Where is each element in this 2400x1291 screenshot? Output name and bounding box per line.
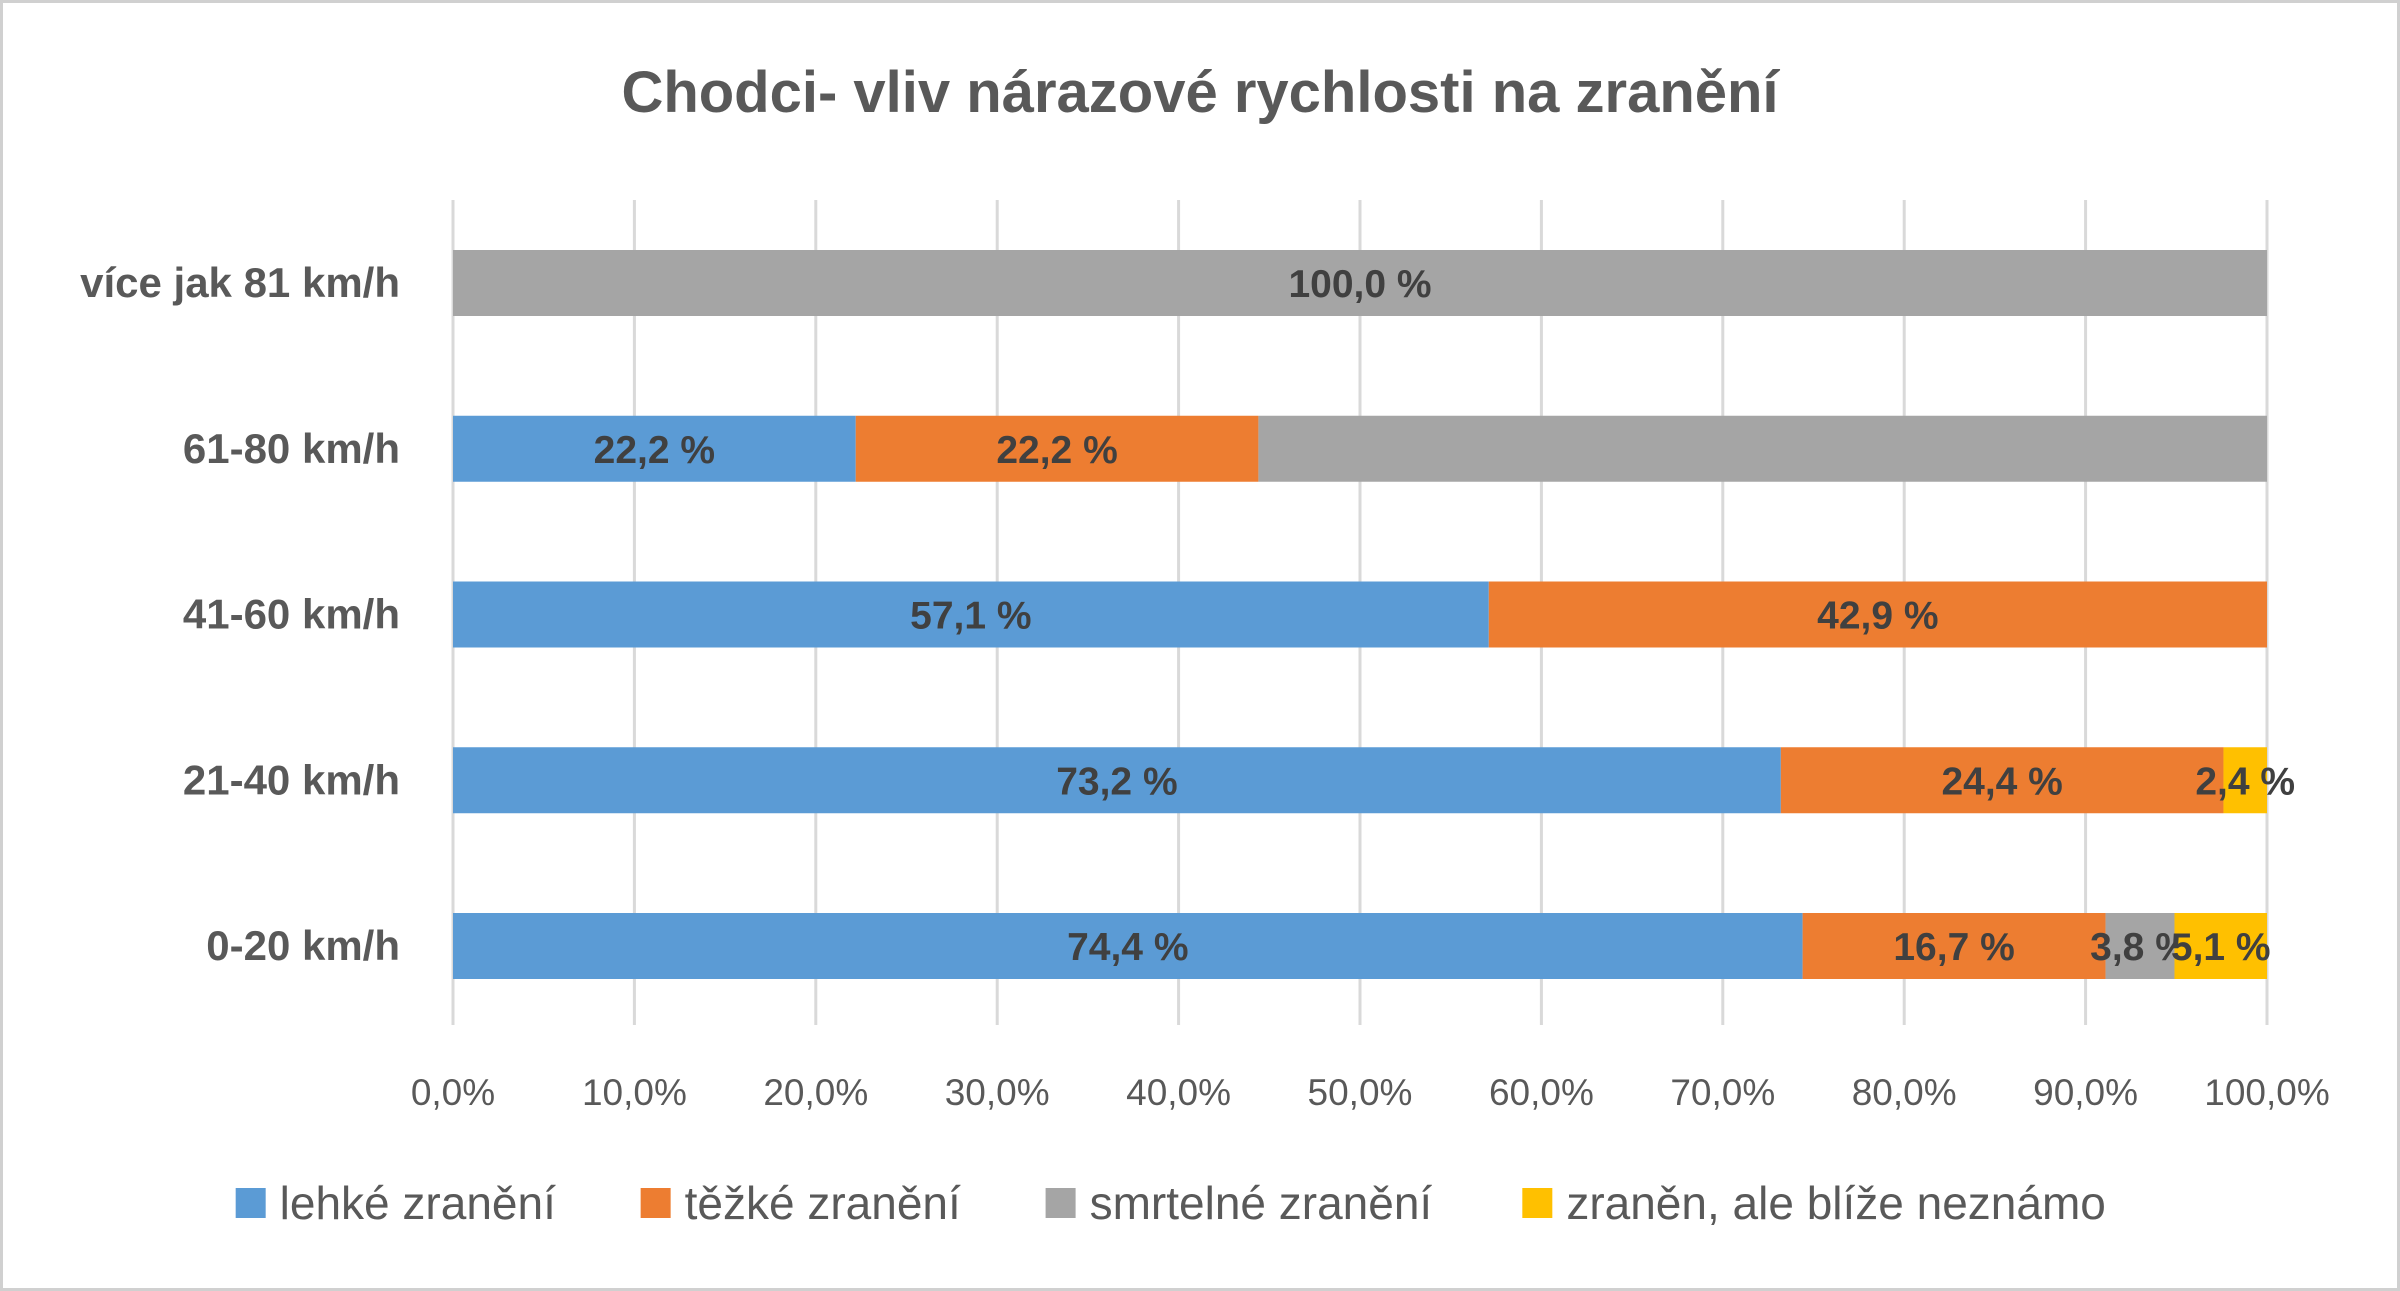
chart-title: Chodci- vliv nárazové rychlosti na zraně… (621, 60, 1780, 125)
x-tick-label: 90,0% (2033, 1072, 2138, 1113)
category-label: více jak 81 km/h (80, 259, 400, 306)
data-label: 22,2 % (996, 429, 1117, 472)
data-label: 100,0 % (1288, 263, 1431, 306)
legend-label: těžké zranění (685, 1177, 961, 1229)
x-tick-label: 10,0% (582, 1072, 687, 1113)
data-label: 24,4 % (1941, 760, 2062, 803)
x-tick-label: 60,0% (1489, 1072, 1594, 1113)
data-label: 74,4 % (1067, 926, 1188, 969)
bar-segment (2105, 913, 2175, 979)
bar-segment (855, 415, 1259, 482)
category-label: 21-40 km/h (183, 756, 400, 803)
data-label: 3,8 % (2090, 926, 2190, 969)
category-labels: 0-20 km/h 21-40 km/h 41-60 km/h 61-80 km/h v… (80, 259, 400, 969)
legend-swatch (1522, 1188, 1553, 1218)
category-label: 61-80 km/h (183, 425, 400, 472)
bar-segment (1488, 581, 2267, 648)
x-tick-label: 80,0% (1852, 1072, 1957, 1113)
legend-label: lehké zranění (280, 1177, 556, 1229)
legend-label: smrtelné zranění (1090, 1177, 1433, 1229)
data-label: 42,9 % (1817, 595, 1938, 638)
category-label: 0-20 km/h (206, 922, 400, 969)
bar-segment (453, 747, 1781, 814)
bars: 74,4 % 16,7 % 3,8 %5,1 % 73,2 % 24,4 % 2,4 % 5… (453, 250, 2295, 979)
bar-segment (453, 415, 856, 482)
data-label: 2,4 % (2195, 760, 2295, 803)
legend-swatch (235, 1188, 266, 1218)
bar-segment (453, 250, 2267, 316)
bar-segment (2174, 913, 2267, 979)
bar-segment (453, 913, 1803, 979)
x-tick-label: 50,0% (1308, 1072, 1413, 1113)
category-label: 41-60 km/h (183, 591, 400, 638)
x-tick-label: 30,0% (945, 1072, 1050, 1113)
data-label: 57,1 % (910, 595, 1031, 638)
legend-label: zraněn, ale blíže neznámo (1566, 1177, 2106, 1229)
x-tick-labels: 0,0% 10,0% 20,0% 30,0% 40,0% 50,0% 60,0% 70,0% 8… (411, 1072, 2330, 1113)
bar-segment (1780, 747, 2224, 814)
data-label: 22,2 % (594, 429, 715, 472)
x-tick-label: 100,0% (2204, 1072, 2330, 1113)
x-tick-label: 20,0% (763, 1072, 868, 1113)
data-label: 5,1 % (2171, 926, 2271, 969)
x-tick-label: 0,0% (411, 1072, 495, 1113)
bar-segment (1258, 415, 2267, 482)
bar-segment (1802, 913, 2106, 979)
x-tick-label: 40,0% (1126, 1072, 1231, 1113)
bar-segment (453, 581, 1489, 648)
x-tick-label: 70,0% (1670, 1072, 1775, 1113)
legend-swatch (1045, 1188, 1076, 1218)
data-label: 16,7 % (1893, 926, 2014, 969)
legend: lehké zranění těžké zranění smrtelné zraně… (235, 1177, 2106, 1229)
bar-segment (2223, 747, 2267, 814)
legend-swatch (640, 1188, 671, 1218)
data-label: 73,2 % (1056, 760, 1177, 803)
